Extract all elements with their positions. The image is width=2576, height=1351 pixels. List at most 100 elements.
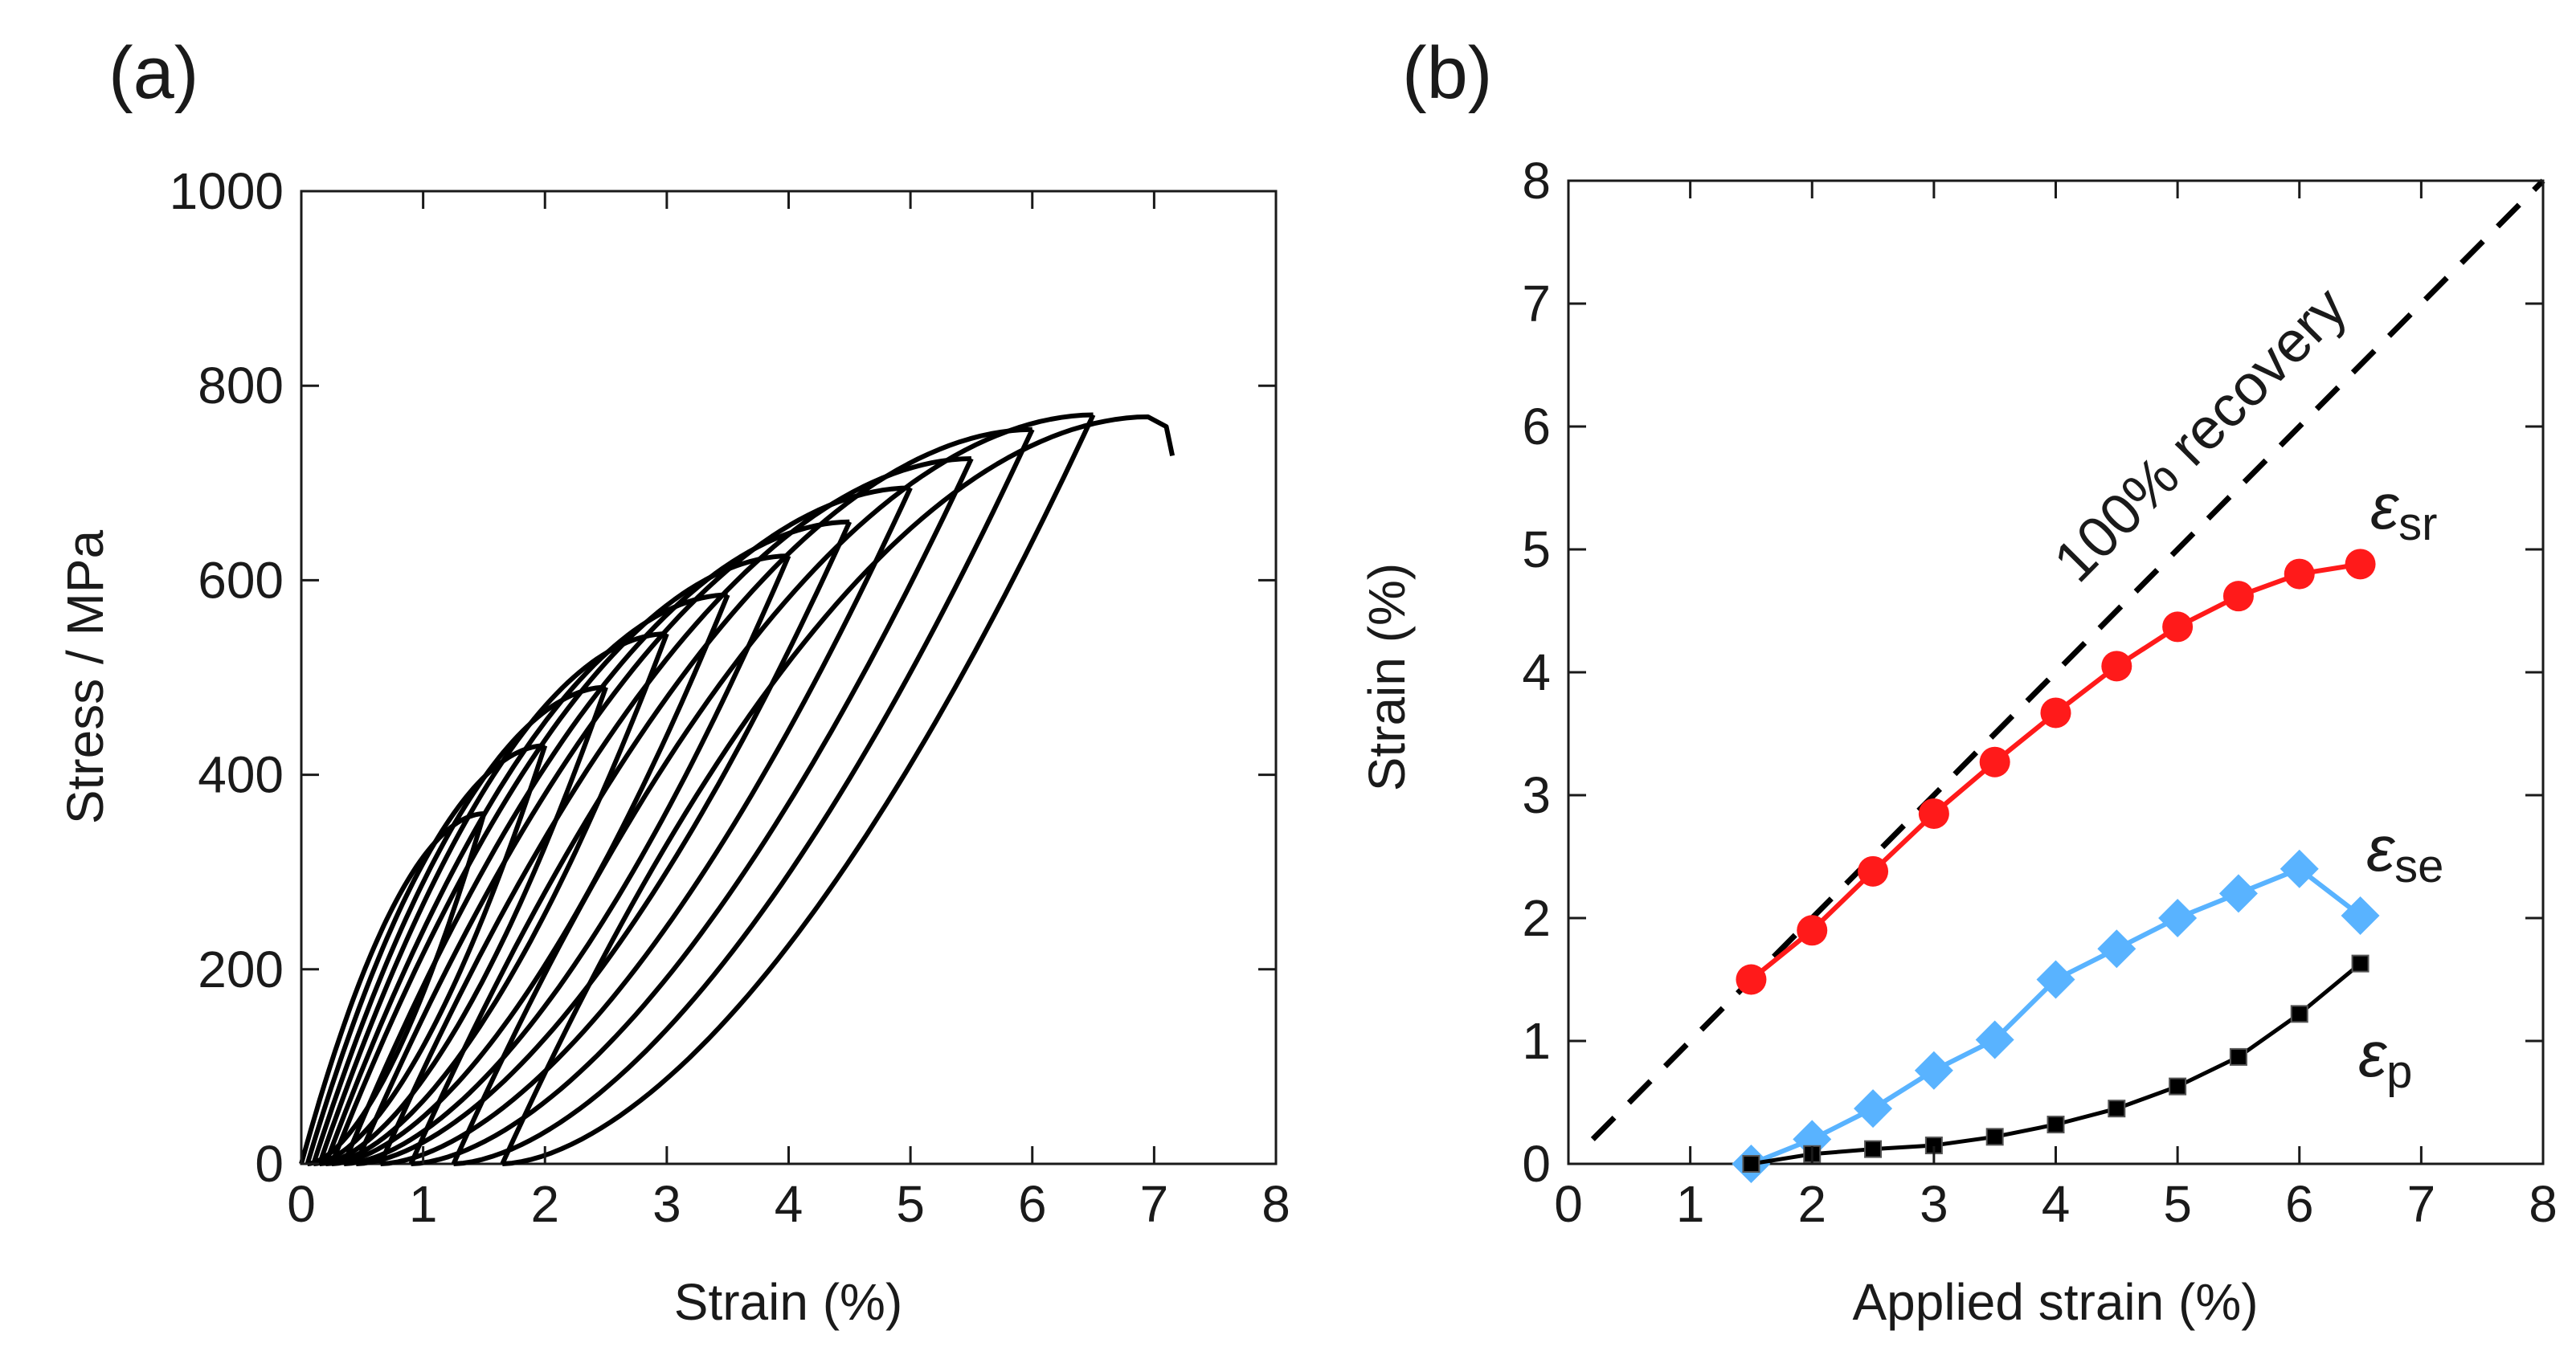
- series-label-p-symbol: ε: [2358, 1018, 2388, 1090]
- panel-b-y-tick-label: 6: [1522, 398, 1551, 455]
- panel-b-x-axis-ticks: 0 1 2 3 4 5 6 7 8: [1554, 181, 2558, 1233]
- panel-a-x-tick-label: 4: [775, 1175, 803, 1233]
- panel-b-x-tick-label: 1: [1676, 1175, 1705, 1233]
- series-p-point: [2290, 1005, 2308, 1023]
- series-label-p: εp: [2358, 1018, 2412, 1098]
- panel-a-x-tick-label: 1: [409, 1175, 438, 1233]
- stress-strain-unloading-branch: [453, 428, 1035, 1166]
- series-p-point: [2229, 1047, 2247, 1066]
- panel-a-stress-strain-chart: (a) 0 1 2 3 4 5 6 7 8 0 200 400 600 800 1000 Strain (…: [56, 32, 1290, 1331]
- panel-b-x-tick-label: 0: [1554, 1175, 1583, 1233]
- panel-a-y-tick-label: 200: [198, 941, 284, 998]
- series-se-point: [2097, 929, 2136, 969]
- panel-b-x-tick-label: 2: [1797, 1175, 1826, 1233]
- panel-a-y-tick-label: 1000: [170, 162, 284, 220]
- series-label-se-subscript: se: [2394, 840, 2443, 892]
- series-sr-line: [1749, 561, 2361, 982]
- stress-strain-unloading-branch: [501, 414, 1096, 1166]
- panel-a-x-tick-label: 6: [1018, 1175, 1047, 1233]
- series-label-se: εse: [2366, 813, 2443, 892]
- panel-a-y-axis-label: Stress / MPa: [56, 529, 114, 824]
- panel-a-x-tick-label: 5: [896, 1175, 925, 1233]
- panel-b-y-tick-label: 4: [1522, 643, 1551, 701]
- series-sr-point: [1858, 855, 1889, 887]
- stress-strain-unloading-branch: [331, 594, 730, 1166]
- stress-strain-unloading-branch: [325, 632, 669, 1166]
- panel-a-y-tick-label: 0: [255, 1135, 284, 1193]
- panel-a-x-axis-ticks: 0 1 2 3 4 5 6 7 8: [287, 191, 1290, 1233]
- panel-a-x-tick-label: 3: [652, 1175, 681, 1233]
- series-label-sr-subscript: sr: [2398, 498, 2437, 550]
- panel-a-x-tick-label: 7: [1140, 1175, 1169, 1233]
- panel-b-y-tick-label: 5: [1522, 520, 1551, 578]
- series-p-point: [1742, 1155, 1760, 1173]
- series-sr-point: [1979, 746, 2010, 778]
- panel-b-y-tick-label: 7: [1522, 275, 1551, 333]
- reference-line-label: 100% recovery: [2042, 275, 2359, 594]
- panel-b-x-tick-label: 3: [1920, 1175, 1948, 1233]
- panel-a-x-tick-label: 8: [1261, 1175, 1290, 1233]
- panel-b-x-tick-label: 8: [2529, 1175, 2558, 1233]
- series-se-point: [1793, 1120, 1832, 1159]
- series-p-point: [2169, 1077, 2187, 1096]
- panel-a-y-tick-label: 400: [198, 746, 284, 804]
- series-se-point: [2218, 874, 2258, 913]
- panel-b-x-tick-label: 6: [2285, 1175, 2314, 1233]
- stress-strain-loading-branch: [329, 553, 789, 1165]
- panel-b-x-tick-label: 4: [2042, 1175, 2071, 1233]
- stress-strain-final-loading: [500, 414, 1176, 1165]
- series-se-point: [2036, 960, 2075, 999]
- panel-a-y-axis-ticks: 0 200 400 600 800 1000: [170, 162, 1276, 1193]
- panel-b-y-tick-label: 2: [1522, 889, 1551, 947]
- series-se-point: [1975, 1020, 2014, 1059]
- panel-b-series: [1732, 549, 2380, 1183]
- panel-b-y-tick-label: 1: [1522, 1012, 1551, 1070]
- series-sr-point: [2345, 549, 2376, 580]
- panel-b-x-axis-label: Applied strain (%): [1852, 1273, 2258, 1331]
- stress-strain-unloading-branch: [343, 554, 791, 1166]
- panel-b-label: (b): [1402, 32, 1492, 114]
- series-se-point: [2280, 849, 2319, 888]
- series-p-point: [2046, 1116, 2065, 1134]
- reference-line-100-recovery: [1590, 178, 2545, 1141]
- series-label-sr: εsr: [2370, 471, 2437, 550]
- series-label-p-subscript: p: [2386, 1046, 2412, 1098]
- series-p-point: [1985, 1128, 2004, 1146]
- series-sr-point: [2222, 581, 2254, 612]
- series-sr-point: [2162, 611, 2194, 643]
- panel-b-y-tick-label: 0: [1522, 1135, 1551, 1193]
- series-label-se-symbol: ε: [2366, 813, 2396, 884]
- series-sr: [1736, 549, 2376, 995]
- series-sr-point: [1736, 964, 1767, 995]
- series-p: [1742, 954, 2370, 1173]
- panel-b-x-tick-label: 5: [2163, 1175, 2192, 1233]
- series-se-point: [1854, 1089, 1893, 1129]
- stress-strain-unloading-branch: [411, 457, 974, 1166]
- stress-strain-loading-branch: [323, 592, 728, 1165]
- panel-b-y-axis-label: Strain (%): [1358, 563, 1416, 792]
- panel-a-label: (a): [108, 32, 198, 114]
- panel-a-y-tick-label: 600: [198, 551, 284, 609]
- series-sr-point: [1797, 915, 1828, 946]
- panel-b-y-tick-label: 8: [1522, 152, 1551, 210]
- series-sr-point: [2101, 651, 2132, 682]
- panel-a-x-axis-label: Strain (%): [674, 1273, 903, 1331]
- series-sr-point: [2040, 697, 2071, 729]
- panel-a-x-tick-label: 0: [287, 1175, 316, 1233]
- stress-strain-loading-branch: [311, 684, 607, 1165]
- panel-b-y-axis-ticks: 0 1 2 3 4 5 6 7 8: [1522, 152, 2543, 1193]
- series-sr-point: [2284, 558, 2315, 590]
- series-se-point: [2341, 896, 2380, 935]
- stress-strain-loading-branch: [451, 412, 1094, 1165]
- panel-b-x-tick-label: 7: [2407, 1175, 2436, 1233]
- series-sr-point: [1918, 798, 1949, 829]
- series-p-point: [1864, 1140, 1883, 1158]
- series-se: [1732, 849, 2380, 1183]
- panel-b-y-tick-label: 3: [1522, 766, 1551, 824]
- series-label-sr-symbol: ε: [2370, 471, 2400, 542]
- panel-a-y-tick-label: 800: [198, 357, 284, 414]
- series-se-point: [2158, 899, 2198, 937]
- series-p-point: [2108, 1100, 2126, 1118]
